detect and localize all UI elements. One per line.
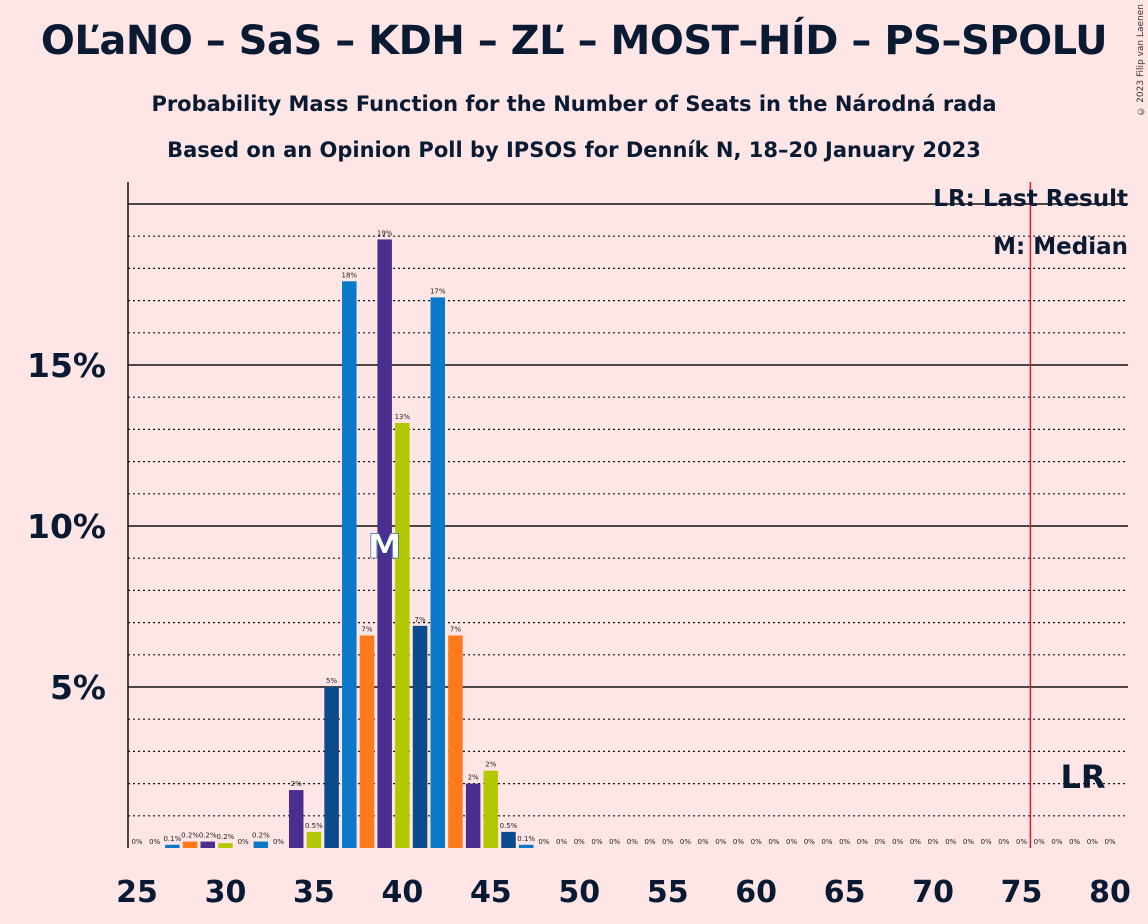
bar-value-label: 0% xyxy=(928,838,939,846)
bar-value-label: 0% xyxy=(574,838,585,846)
bar-value-label: 0% xyxy=(857,838,868,846)
bar-value-label: 0% xyxy=(981,838,992,846)
y-tick-label: 10% xyxy=(27,507,106,546)
bar-value-label: 0% xyxy=(945,838,956,846)
bar-value-label: 0% xyxy=(715,838,726,846)
y-tick-label: 15% xyxy=(27,346,106,385)
bar xyxy=(483,770,499,848)
bar-value-label: 0% xyxy=(273,838,284,846)
x-tick-label: 35 xyxy=(293,875,335,910)
bar-value-label: 0.2% xyxy=(252,832,270,840)
bar-value-label: 0% xyxy=(609,838,620,846)
bar xyxy=(253,841,269,848)
bar-value-label: 0.1% xyxy=(163,835,181,843)
bar-value-label: 7% xyxy=(361,625,372,633)
bar-value-label: 18% xyxy=(342,271,358,279)
bar-value-label: 0% xyxy=(131,838,142,846)
bar xyxy=(182,841,198,848)
bar-value-label: 0% xyxy=(644,838,655,846)
bar-value-label: 5% xyxy=(326,677,337,685)
x-tick-label: 45 xyxy=(470,875,512,910)
bar-value-label: 0% xyxy=(751,838,762,846)
bar xyxy=(288,790,304,848)
bar-value-label: 0% xyxy=(804,838,815,846)
x-tick-label: 70 xyxy=(912,875,954,910)
bar-value-label: 0% xyxy=(627,838,638,846)
bar xyxy=(412,625,428,848)
bar xyxy=(200,841,216,848)
bar-value-label: 17% xyxy=(430,287,446,295)
chart-subtitle-2: Based on an Opinion Poll by IPSOS for De… xyxy=(167,138,981,162)
bar-value-label: 2% xyxy=(468,774,479,782)
bar-value-label: 7% xyxy=(414,616,425,624)
bar-value-label: 0% xyxy=(538,838,549,846)
chart-title: OĽaNO – SaS – KDH – ZĽ – MOST–HÍD – PS–S… xyxy=(40,18,1108,64)
x-tick-label: 25 xyxy=(116,875,158,910)
bar-value-label: 0.2% xyxy=(217,833,235,841)
bar-value-label: 2% xyxy=(485,761,496,769)
bar-value-label: 0.5% xyxy=(305,822,323,830)
bar-value-label: 0% xyxy=(1069,838,1080,846)
bar-value-label: 0% xyxy=(874,838,885,846)
bar-value-label: 13% xyxy=(395,413,411,421)
bar-value-label: 0% xyxy=(1016,838,1027,846)
bar-value-label: 0.2% xyxy=(199,832,217,840)
bar-value-label: 7% xyxy=(450,625,461,633)
chart-subtitle: Probability Mass Function for the Number… xyxy=(151,92,997,116)
bar xyxy=(359,635,375,848)
bar-value-label: 19% xyxy=(377,229,393,237)
bar-value-label: 0% xyxy=(680,838,691,846)
bar xyxy=(377,239,392,849)
bar xyxy=(165,844,180,848)
bar xyxy=(518,844,534,848)
legend-median: M: Median xyxy=(993,234,1128,260)
bar-value-label: 0% xyxy=(591,838,602,846)
bar xyxy=(395,422,410,848)
bar-value-label: 0% xyxy=(998,838,1009,846)
bar-value-label: 0% xyxy=(149,838,160,846)
bar-value-label: 0% xyxy=(662,838,673,846)
bar-value-label: 0% xyxy=(238,838,249,846)
bar-value-label: 0.2% xyxy=(181,832,199,840)
x-tick-label: 55 xyxy=(647,875,689,910)
bar-value-label: 0% xyxy=(963,838,974,846)
bar-value-label: 0% xyxy=(768,838,779,846)
bar xyxy=(465,783,481,848)
x-tick-label: 50 xyxy=(558,875,600,910)
last-result-marker: LR xyxy=(1060,758,1105,796)
x-tick-label: 75 xyxy=(1001,875,1043,910)
bar-value-label: 0% xyxy=(556,838,567,846)
bar xyxy=(430,297,445,848)
bar xyxy=(306,831,322,848)
bar-value-label: 0% xyxy=(892,838,903,846)
bar xyxy=(218,843,233,848)
x-tick-label: 40 xyxy=(381,875,423,910)
bar xyxy=(501,831,516,848)
bar-value-label: 0% xyxy=(1051,838,1062,846)
legend-last-result: LR: Last Result xyxy=(933,186,1128,212)
bar-value-label: 0% xyxy=(839,838,850,846)
bar-value-label: 0% xyxy=(910,838,921,846)
bar xyxy=(448,635,463,848)
bar-value-label: 0% xyxy=(698,838,709,846)
median-marker: M xyxy=(368,527,402,567)
bar-value-label: 2% xyxy=(291,780,302,788)
bar xyxy=(324,687,339,848)
bar-value-label: 0% xyxy=(733,838,744,846)
bar-value-label: 0% xyxy=(786,838,797,846)
x-tick-label: 60 xyxy=(735,875,777,910)
x-tick-label: 80 xyxy=(1089,875,1131,910)
bar-value-label: 0.1% xyxy=(517,835,535,843)
bar xyxy=(342,281,357,848)
bar-value-label: 0% xyxy=(1034,838,1045,846)
bar-value-label: 0% xyxy=(1104,838,1115,846)
bar-value-label: 0.5% xyxy=(500,822,518,830)
y-tick-label: 5% xyxy=(50,668,106,707)
x-tick-label: 65 xyxy=(824,875,866,910)
bar-value-label: 0% xyxy=(1087,838,1098,846)
bar-value-label: 0% xyxy=(821,838,832,846)
x-tick-label: 30 xyxy=(205,875,247,910)
